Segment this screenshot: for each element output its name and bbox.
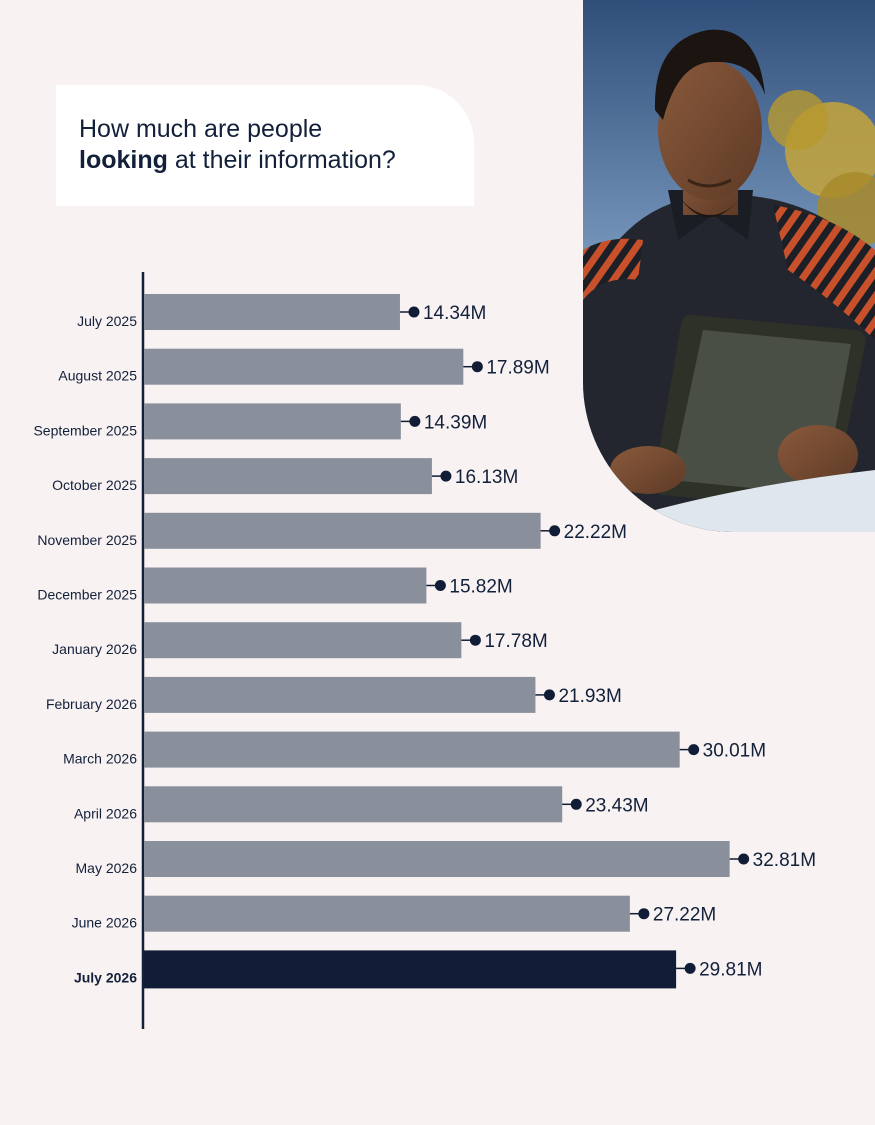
photo-illustration [583,0,875,532]
category-label-6: January 2026 [52,641,137,657]
value-marker-9 [570,798,582,810]
title-line-1: How much are people [79,115,323,143]
value-marker-8 [688,744,700,756]
bar-11 [144,895,630,932]
category-label-4: November 2025 [37,532,137,548]
title-line-2: looking at their information? [79,145,474,176]
category-label-8: March 2026 [63,751,137,767]
value-label-2: 14.39M [424,412,487,433]
bars-group: July 2025 14.34M August 2025 17.89M Septembe… [33,294,816,989]
value-marker-5 [434,580,446,591]
bar-0 [144,294,400,330]
value-label-4: 22.22M [564,522,627,543]
bar-1 [144,348,464,385]
value-marker-3 [440,470,452,482]
category-label-2: September 2025 [33,422,137,438]
bar-9 [144,786,563,823]
bar-4 [144,512,541,549]
title-card: How much are people looking at their inf… [56,85,474,206]
value-label-12: 29.81M [699,959,762,980]
value-label-8: 30.01M [703,741,766,762]
value-marker-11 [638,908,650,920]
category-label-5: December 2025 [37,587,137,603]
value-label-9: 23.43M [585,795,648,816]
value-marker-7 [543,689,555,701]
value-label-10: 32.81M [753,850,816,871]
category-label-9: April 2026 [74,805,137,821]
bar-3 [144,458,432,495]
bar-7 [144,676,536,713]
category-label-10: May 2026 [76,860,138,876]
value-label-6: 17.78M [484,631,547,652]
category-label-0: July 2025 [77,313,137,329]
bar-12 [144,950,677,989]
value-marker-1 [471,361,483,373]
value-marker-10 [738,853,750,865]
value-label-0: 14.34M [423,303,486,324]
title-rest: at their information? [167,146,396,174]
bar-10 [144,841,730,877]
value-marker-2 [409,415,421,427]
bar-5 [144,567,427,604]
value-label-7: 21.93M [558,686,621,707]
category-label-1: August 2025 [58,368,137,384]
bar-6 [144,622,462,659]
value-marker-0 [408,306,420,318]
category-label-3: October 2025 [52,477,137,493]
category-label-7: February 2026 [46,696,137,712]
category-label-11: June 2026 [72,915,138,931]
bar-2 [144,403,401,440]
value-label-3: 16.13M [455,467,518,488]
value-marker-12 [684,962,696,974]
title-emphasis: looking [79,146,168,174]
value-label-1: 17.89M [486,358,549,379]
hero-photo [583,0,875,532]
value-label-5: 15.82M [449,577,512,598]
value-label-11: 27.22M [653,905,716,926]
category-label-12: July 2026 [74,969,137,985]
value-marker-6 [469,634,481,646]
value-marker-4 [549,525,561,537]
bar-8 [144,731,680,768]
